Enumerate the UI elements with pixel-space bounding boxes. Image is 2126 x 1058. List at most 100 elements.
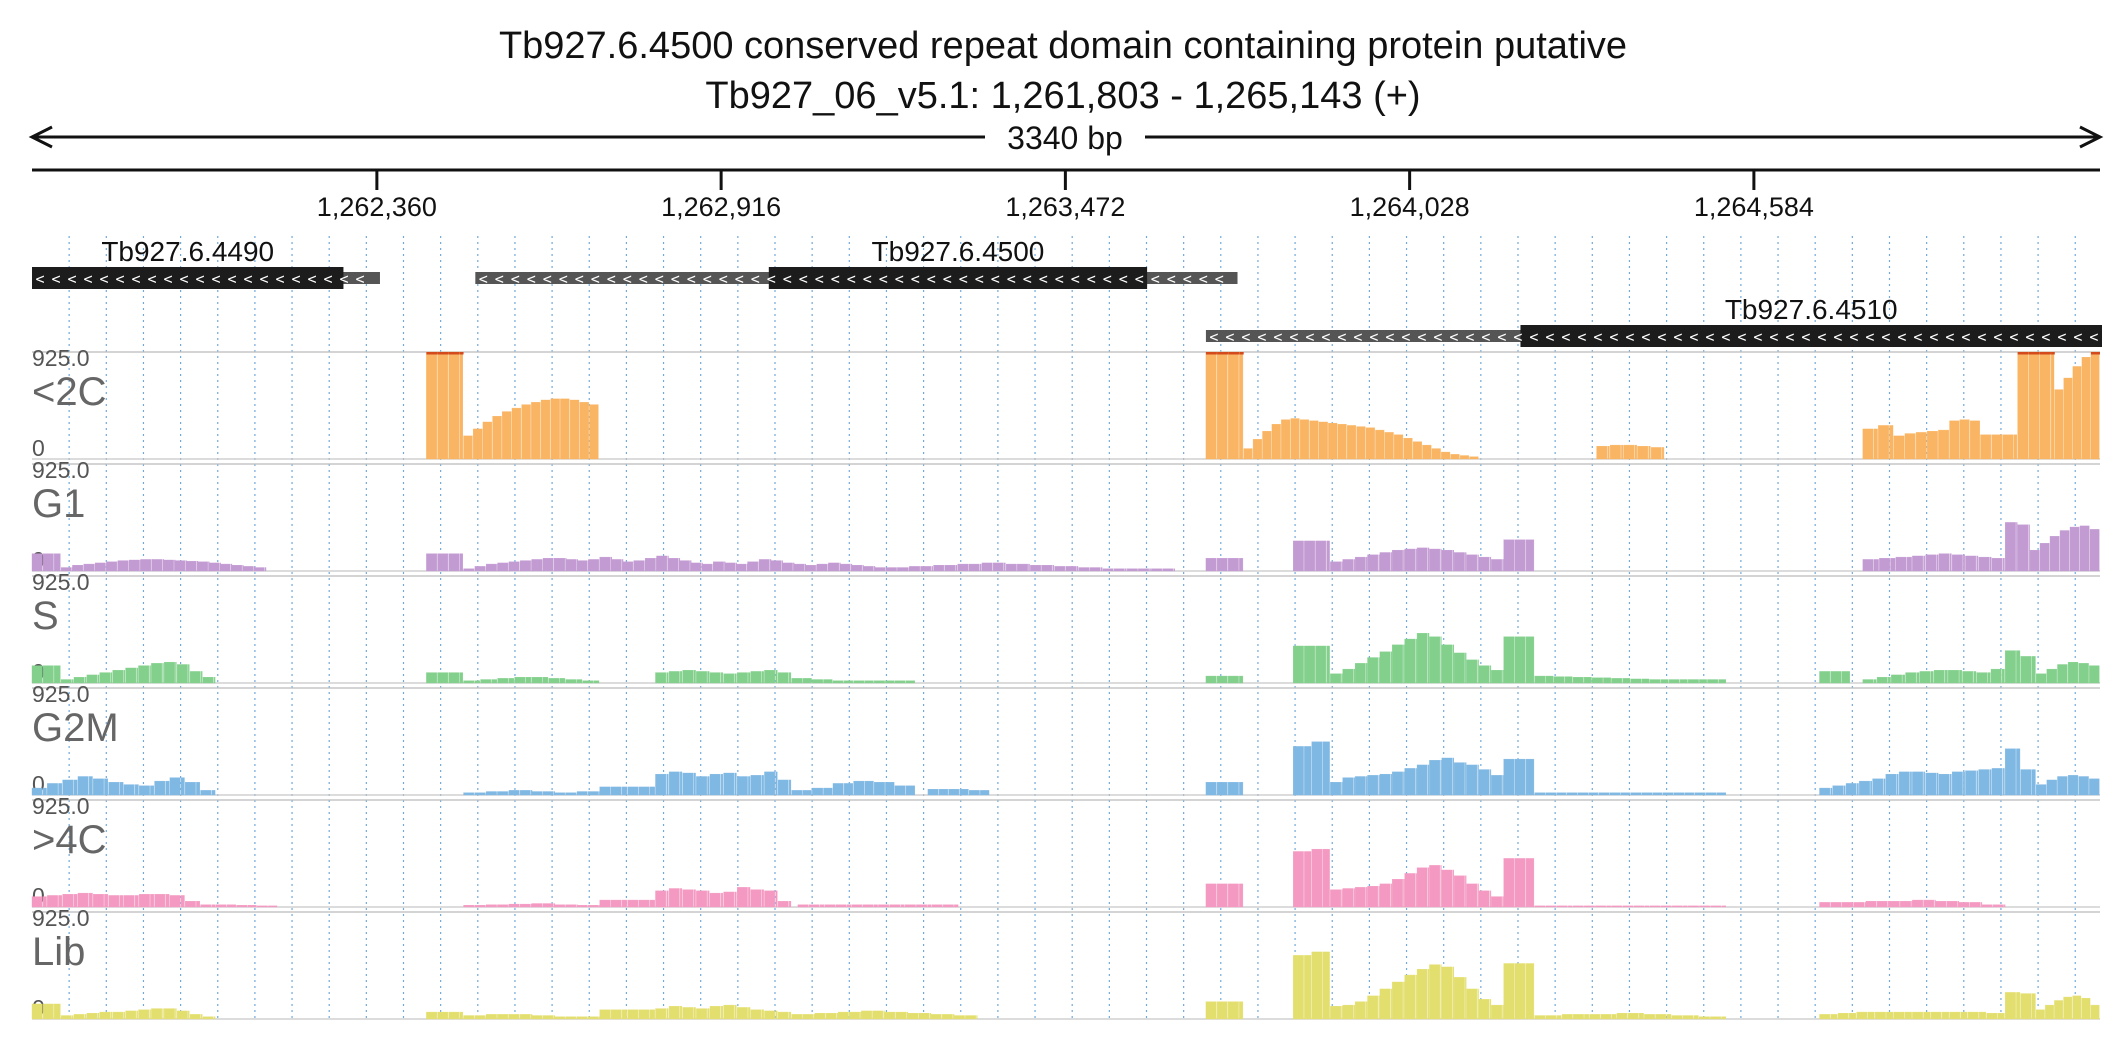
coverage-bar [1216, 675, 1228, 684]
coverage-bar [931, 904, 943, 908]
strand-chevron: < [767, 270, 776, 288]
coverage-bar [559, 678, 566, 684]
coverage-bar [73, 779, 78, 796]
coverage-bar [1379, 651, 1391, 684]
coverage-bar [693, 889, 696, 908]
coverage-bar [1454, 762, 1465, 796]
coverage-bar [750, 671, 762, 684]
coverage-bar [1076, 566, 1079, 572]
coverage-bar [58, 783, 63, 796]
strand-chevron: < [591, 270, 600, 288]
coverage-bar [1862, 679, 1874, 684]
coverage-bar [463, 792, 475, 796]
coverage-bar [748, 672, 751, 684]
coverage-bar [872, 1010, 884, 1020]
coverage-bar [918, 1013, 930, 1020]
coverage-bar [1138, 568, 1149, 572]
coverage-bar [2049, 536, 2060, 572]
coverage-bar [1341, 889, 1343, 908]
coverage-bar [1976, 672, 1988, 684]
clip-marker [1205, 352, 1218, 355]
coverage-bar [2002, 434, 2014, 460]
coverage-bar [874, 782, 885, 796]
strand-chevron: < [927, 270, 936, 288]
coverage-bar [2081, 997, 2091, 1020]
coverage-bar [1502, 559, 1504, 572]
coverage-bar [2002, 768, 2005, 796]
coverage-bar [548, 678, 560, 684]
coverage-bar [1986, 1013, 1998, 1020]
coverage-bar [927, 904, 932, 908]
coverage-bar [123, 1011, 125, 1020]
strand-chevron: < [307, 270, 316, 288]
track-name: S [32, 594, 59, 638]
strand-chevron: < [163, 270, 172, 288]
coverage-bar [72, 679, 74, 684]
track-lib: 925.0Lib0 [31, 905, 2100, 1021]
coverage-bar [1699, 679, 1707, 684]
coverage-bar [437, 553, 449, 572]
coverage-bar [1859, 780, 1870, 796]
coverage-bar [508, 1014, 520, 1020]
coverage-bar [1465, 977, 1467, 1020]
coverage-bar [60, 567, 72, 572]
coverage-bar [138, 665, 150, 684]
strand-chevron: < [1321, 328, 1330, 346]
coverage-bar [1832, 785, 1844, 796]
coverage-bar [627, 899, 639, 908]
strand-chevron: < [1577, 328, 1586, 346]
coverage-bar [108, 782, 120, 796]
track-name: <2C [32, 370, 107, 414]
coverage-bar [588, 559, 599, 572]
strand-chevron: < [623, 270, 632, 288]
coverage-bar [2059, 530, 2070, 572]
coverage-bar [789, 901, 792, 908]
coverage-bar [565, 904, 577, 908]
coverage-bar [1353, 668, 1355, 684]
coverage-bar [1239, 351, 1244, 460]
coverage-bar [1514, 636, 1526, 684]
coverage-bar [851, 904, 863, 908]
coverage-bar [1378, 775, 1380, 796]
coverage-bar [1293, 955, 1304, 1020]
coverage-bar [979, 563, 982, 572]
coverage-bar [853, 780, 865, 796]
coverage-bar [860, 1011, 862, 1020]
coverage-bar [1904, 1011, 1912, 1020]
coverage-bar [2078, 663, 2089, 684]
coverage-bar [2054, 389, 2064, 460]
coverage-bar [1412, 441, 1422, 460]
coverage-bar [1965, 555, 1977, 572]
coverage-bar [139, 785, 150, 796]
strand-chevron: < [243, 270, 252, 288]
coverage-bar [162, 663, 164, 684]
ruler-tick-label: 1,263,472 [1005, 192, 1125, 222]
coverage-bar [1611, 905, 1623, 908]
coverage-bar [813, 1014, 816, 1020]
coverage-bar [1330, 889, 1341, 908]
coverage-bar [1885, 773, 1897, 796]
strand-chevron: < [783, 270, 792, 288]
coverage-bar [1428, 969, 1430, 1020]
coverage-bar [1949, 553, 1952, 572]
coverage-bar [1837, 1013, 1849, 1020]
strand-chevron: < [1167, 270, 1176, 288]
strand-chevron: < [495, 270, 504, 288]
coverage-bar [162, 1008, 164, 1020]
coverage-bar [463, 568, 475, 572]
span-arrowhead-right [2079, 125, 2104, 149]
coverage-bar [1957, 901, 1959, 908]
coverage-bar [1925, 772, 1937, 796]
coverage-bar [1649, 905, 1661, 908]
coverage-bar [1980, 434, 1992, 460]
coverage-bar [1290, 418, 1300, 460]
coverage-bar [247, 905, 257, 908]
coverage-bar [531, 559, 543, 572]
coverage-bar [816, 563, 828, 572]
ruler-tick-label: 1,264,028 [1350, 192, 1470, 222]
clip-marker [2090, 352, 2100, 355]
coverage-bar [1304, 851, 1312, 908]
coverage-bar [1403, 879, 1405, 908]
coverage-bar [824, 904, 836, 908]
coverage-bar [176, 664, 188, 684]
